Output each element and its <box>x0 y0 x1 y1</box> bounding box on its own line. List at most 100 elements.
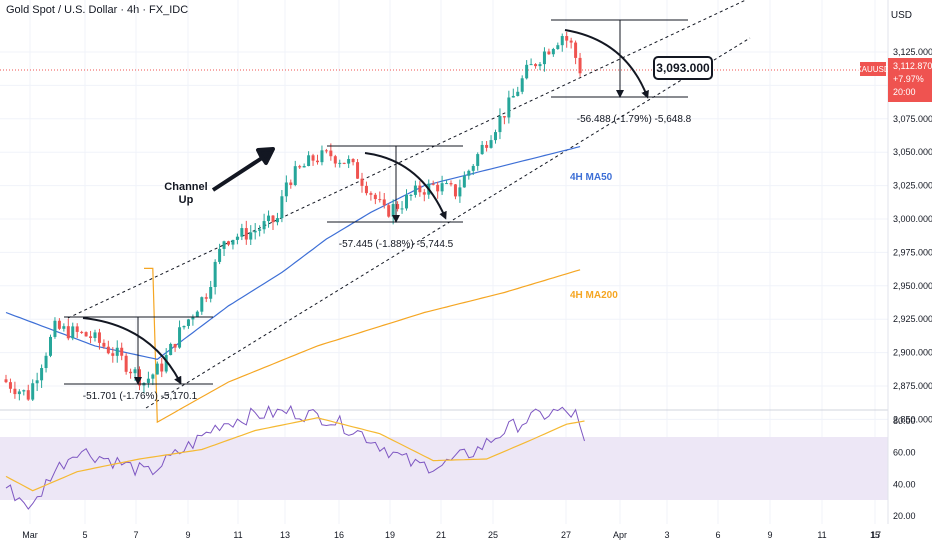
candle-body <box>542 51 546 65</box>
ma50-series <box>5 146 581 360</box>
currency-label: USD <box>890 10 912 21</box>
candle-body <box>449 183 453 185</box>
candle-body <box>520 78 524 92</box>
candle-body <box>75 326 79 332</box>
candle-body <box>405 194 408 209</box>
candle-body <box>453 184 457 197</box>
candle-body <box>227 241 230 245</box>
candle-body <box>280 196 284 219</box>
candle-body <box>364 185 368 194</box>
rsi-tick: 40.00 <box>893 479 916 489</box>
measure-box-1 <box>64 316 213 385</box>
candle-body <box>31 383 35 400</box>
svg-text:+7.97%: +7.97% <box>893 74 924 84</box>
candle-body <box>222 241 226 249</box>
candle-body <box>151 374 155 379</box>
candle-body <box>218 248 222 262</box>
candle-body <box>97 332 101 343</box>
candle-body <box>458 187 462 197</box>
candle-body <box>507 97 511 118</box>
box2-label: -57.445 (-1.88%) -5,744.5 <box>339 239 454 250</box>
candle-body <box>44 355 48 369</box>
measure-box-3 <box>551 19 688 99</box>
time-tick: 16 <box>334 530 344 540</box>
candle-body <box>155 363 159 375</box>
candle-body <box>213 261 217 288</box>
candle-body <box>445 183 449 185</box>
candle-body <box>129 371 133 374</box>
rsi-panel <box>5 404 585 510</box>
candle-body <box>186 319 190 326</box>
candle-body <box>307 155 311 167</box>
candle-body <box>347 159 351 164</box>
candle-body <box>418 185 422 193</box>
candle-body <box>320 150 324 163</box>
candle-body <box>480 144 484 155</box>
rsi-line <box>5 404 585 510</box>
candle-body <box>556 45 560 50</box>
time-tick: 3 <box>664 530 669 540</box>
candle-body <box>471 165 475 171</box>
candle-body <box>529 64 533 66</box>
price-tick: 3,050.000 <box>893 147 932 157</box>
candle-body <box>351 159 355 163</box>
candle-body <box>57 320 61 329</box>
ma200-line <box>144 267 581 424</box>
svg-text:3,093.000: 3,093.000 <box>656 61 710 75</box>
candle-body <box>373 194 377 200</box>
price-tick: 2,975.000 <box>893 247 932 257</box>
candle-body <box>182 325 186 328</box>
candle-body <box>35 380 39 384</box>
candles <box>4 31 582 402</box>
svg-text:XAUUSD: XAUUSD <box>856 65 890 74</box>
price-tick: 2,950.000 <box>893 281 932 291</box>
candle-body <box>396 204 400 209</box>
measure-box-2 <box>327 145 463 223</box>
price-tick: 2,875.000 <box>893 381 932 391</box>
candle-body <box>298 166 302 168</box>
candle-body <box>209 287 213 299</box>
time-tick: 9 <box>767 530 772 540</box>
box3-label: -56.488 (-1.79%) -5,648.8 <box>577 114 692 125</box>
candle-body <box>569 40 573 43</box>
candle-body <box>284 182 288 197</box>
candle-body <box>511 95 515 98</box>
candle-body <box>489 140 493 148</box>
candle-body <box>342 162 346 164</box>
candle-body <box>525 64 529 79</box>
candle-body <box>258 229 262 231</box>
time-tick: 7 <box>133 530 138 540</box>
time-tick: 11 <box>233 530 242 540</box>
candle-body <box>244 228 248 240</box>
rsi-band <box>0 437 888 500</box>
channel-lower-line <box>145 37 751 409</box>
candle-body <box>146 378 150 383</box>
candle-body <box>316 160 319 163</box>
candle-body <box>62 326 66 329</box>
candle-body <box>462 175 466 188</box>
candle-body <box>173 343 177 348</box>
ma50-line <box>5 146 581 360</box>
candle-body <box>369 193 373 195</box>
candle-body <box>440 183 444 192</box>
candle-body <box>253 230 257 233</box>
candle-body <box>195 311 199 317</box>
candle-body <box>476 154 480 166</box>
channel-upper-line <box>67 0 747 319</box>
candle-body <box>204 297 208 299</box>
candle-body <box>413 185 417 195</box>
time-tick: 17 <box>871 530 881 540</box>
candle-body <box>289 182 293 185</box>
candle-body <box>66 326 70 339</box>
ma50-label: 4H MA50 <box>570 172 613 183</box>
candle-body <box>356 162 360 179</box>
candle-body <box>547 51 551 55</box>
ma200-label: 4H MA200 <box>570 290 618 301</box>
candle-body <box>271 215 275 223</box>
candle-body <box>40 368 44 381</box>
candle-body <box>436 184 440 192</box>
ma200-series <box>144 267 581 424</box>
time-tick: 13 <box>280 530 290 540</box>
